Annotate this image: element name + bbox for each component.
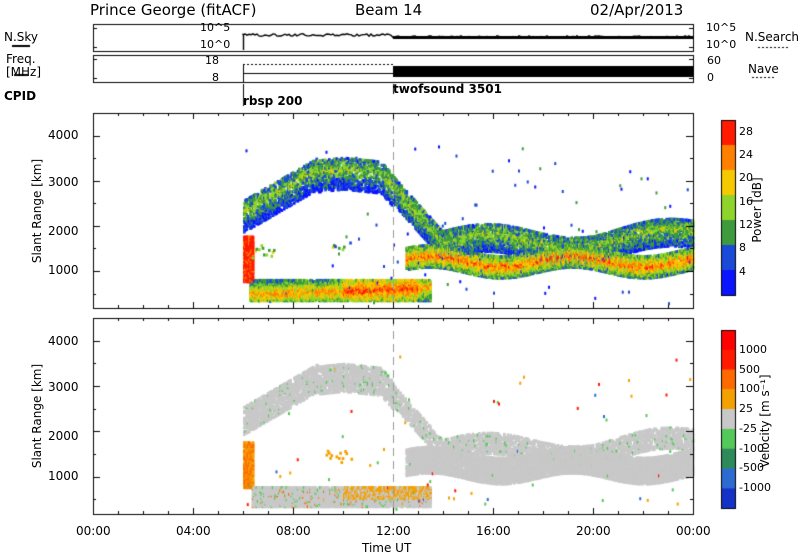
beam-label: Beam 14: [355, 1, 423, 19]
nsearch-label: N.Search: [745, 30, 800, 44]
power-colorbar-tick: 16: [739, 194, 753, 208]
time-tick-label: 04:00: [176, 524, 211, 538]
power-colorbar-tick: 12: [739, 218, 753, 231]
velocity-colorbar-tick: -1000: [739, 481, 771, 495]
nsky-tick-low: 10^0: [200, 38, 231, 51]
power-ytick-4000: 4000: [48, 128, 79, 142]
nsky-tick-high: 10^5: [200, 21, 231, 34]
station-title: Prince George (fitACF): [90, 1, 257, 19]
freq-tick-low: 8: [212, 71, 219, 84]
time-tick-label: 00:00: [76, 524, 111, 538]
power-ytick-1000: 1000: [48, 263, 79, 277]
time-tick-label: 08:00: [276, 524, 311, 538]
velocity-colorbar-tick: 1000: [739, 342, 767, 356]
power-colorbar-tick: 20: [739, 171, 753, 185]
velocity-colorbar-tick: 500: [739, 362, 760, 376]
nsky-label: N.Sky: [4, 30, 39, 44]
velocity-ytick-2000: 2000: [48, 429, 79, 443]
power-ytick-3000: 3000: [48, 175, 79, 189]
nsearch-tick-low: 10^0: [706, 38, 737, 51]
time-tick-label: 20:00: [576, 524, 611, 538]
velocity-ytick-1000: 1000: [48, 469, 79, 483]
velocity-panel-ylabel: Slant Range [km]: [30, 363, 44, 469]
power-colorbar-tick: 4: [739, 264, 746, 278]
nave-tick-low: 0: [707, 71, 714, 84]
velocity-colorbar-tick: 25: [739, 402, 753, 416]
velocity-colorbar-label: Velocity [m s⁻¹]: [758, 374, 772, 468]
velocity-colorbar-tick: -500: [739, 461, 764, 475]
freq-label-line2: [MHz]: [6, 65, 42, 79]
freq-tick-high: 18: [205, 54, 219, 67]
time-axis-label: Time UT: [362, 541, 412, 555]
velocity-colorbar-tick: -100: [739, 441, 764, 455]
cpid-label: CPID: [4, 89, 37, 103]
velocity-colorbar-tick: 100: [739, 382, 760, 396]
freq-label-line1: Freq.: [6, 52, 36, 66]
time-tick-label: 16:00: [476, 524, 511, 538]
date-label: 02/Apr/2013: [590, 1, 684, 19]
time-tick-label: 12:00: [376, 524, 411, 538]
velocity-colorbar-tick: -25: [739, 421, 757, 435]
nave-tick-high: 60: [707, 54, 721, 67]
velocity-ytick-3000: 3000: [48, 380, 79, 394]
power-colorbar-tick: 28: [739, 124, 753, 138]
cpid-segment-1: rbsp 200: [243, 94, 303, 108]
velocity-ytick-4000: 4000: [48, 334, 79, 348]
nsearch-tick-high: 10^5: [706, 21, 737, 34]
time-tick-label: 00:00: [676, 524, 711, 538]
power-ytick-2000: 2000: [48, 224, 79, 238]
power-panel-ylabel: Slant Range [km]: [30, 158, 44, 264]
cpid-segment-2: twofsound 3501: [393, 82, 502, 96]
power-colorbar-tick: 8: [739, 241, 746, 255]
nave-label: Nave: [748, 62, 779, 76]
power-colorbar-tick: 24: [739, 148, 753, 161]
